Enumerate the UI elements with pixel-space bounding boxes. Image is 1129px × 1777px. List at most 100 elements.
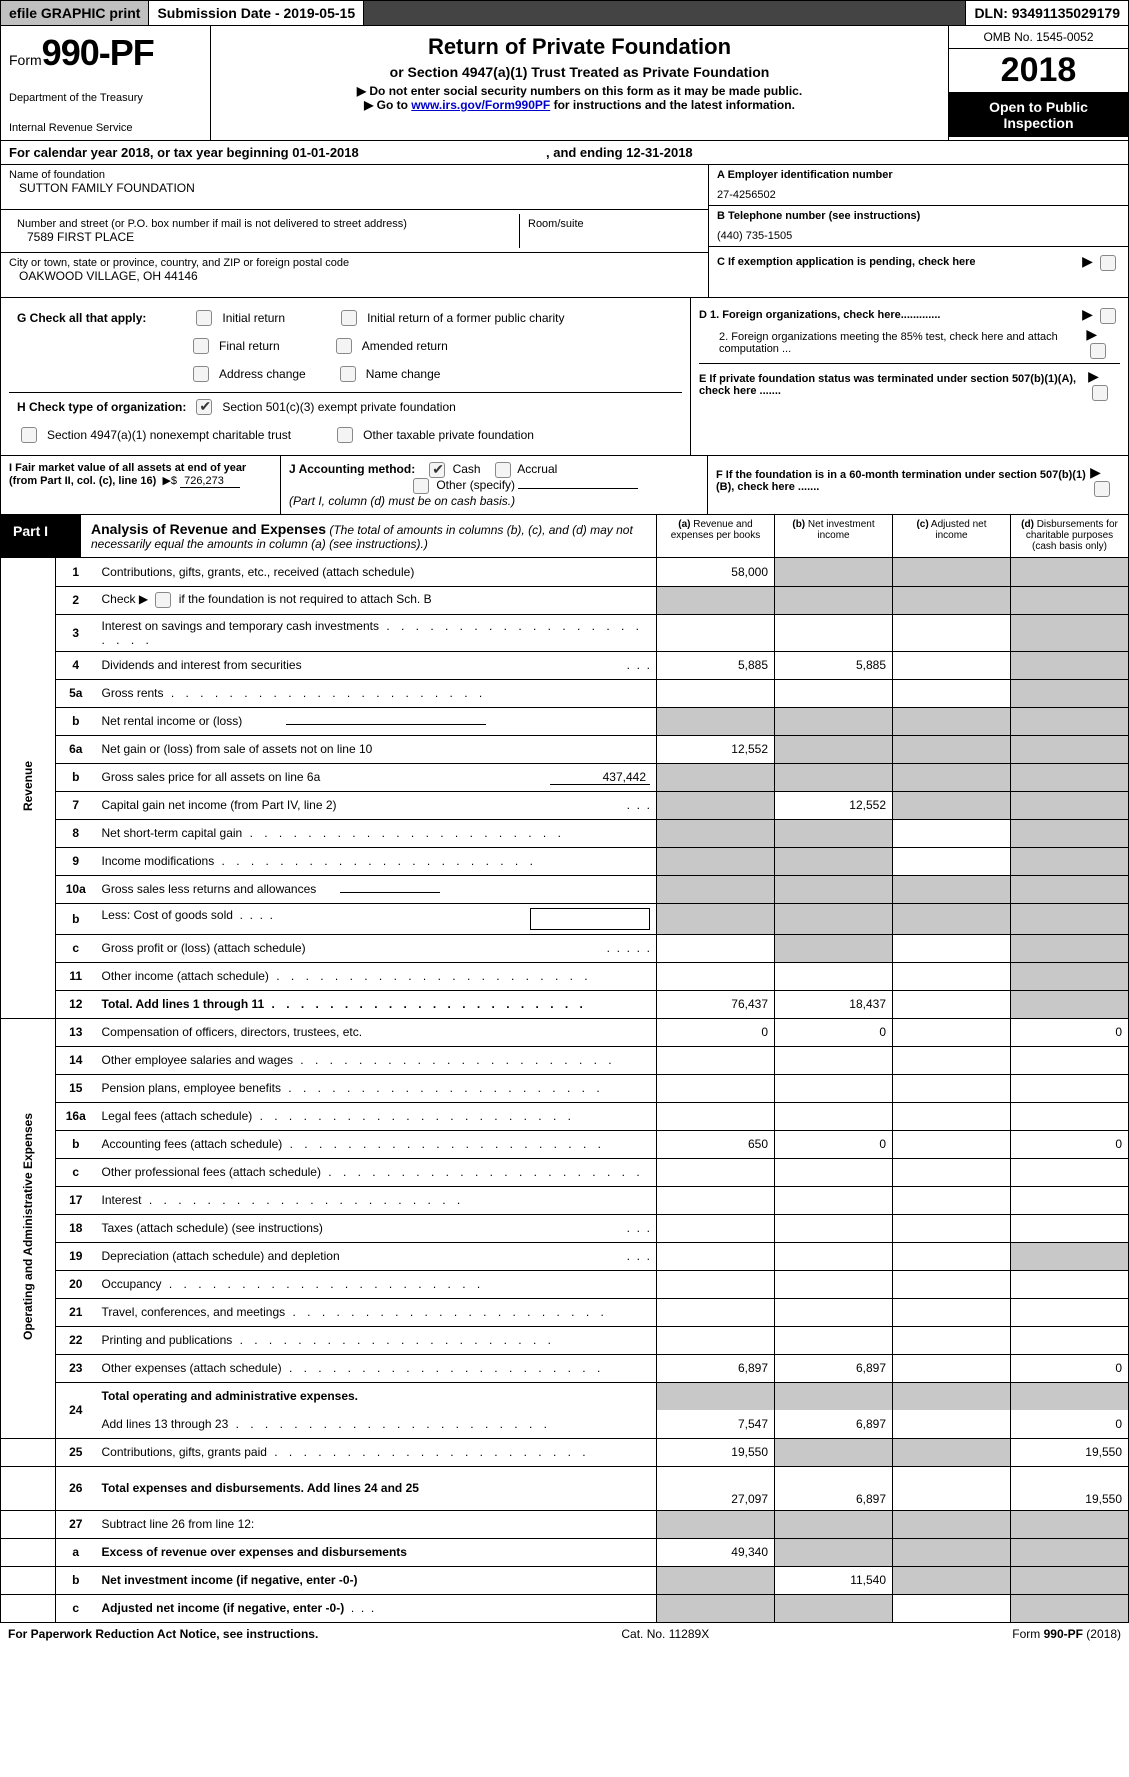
table-row: 14Other employee salaries and wages bbox=[1, 1046, 1129, 1074]
checkbox-initial-return[interactable] bbox=[196, 310, 212, 326]
checkbox-cash[interactable] bbox=[429, 462, 445, 478]
table-row: 5aGross rents bbox=[1, 679, 1129, 707]
form-ref: Form 990-PF (2018) bbox=[1012, 1627, 1121, 1641]
table-row: cGross profit or (loss) (attach schedule… bbox=[1, 934, 1129, 962]
irs-link[interactable]: www.irs.gov/Form990PF bbox=[411, 98, 550, 112]
table-row: 23Other expenses (attach schedule)6,8976… bbox=[1, 1354, 1129, 1382]
revenue-sidelabel: Revenue bbox=[1, 558, 56, 1018]
checkbox-initial-former[interactable] bbox=[341, 310, 357, 326]
phone-cell: B Telephone number (see instructions) (4… bbox=[709, 206, 1128, 247]
checkbox-c[interactable] bbox=[1100, 255, 1116, 271]
tax-year: 2018 bbox=[949, 49, 1128, 93]
j-accounting: J Accounting method: Cash Accrual Other … bbox=[281, 456, 708, 514]
i-fmv: I Fair market value of all assets at end… bbox=[1, 456, 281, 514]
table-row: 4Dividends and interest from securities.… bbox=[1, 651, 1129, 679]
table-row: 8Net short-term capital gain bbox=[1, 819, 1129, 847]
table-row: Add lines 13 through 237,5476,8970 bbox=[1, 1410, 1129, 1438]
checkbox-address-change[interactable] bbox=[193, 366, 209, 382]
part1-label: Part I bbox=[1, 515, 81, 557]
section-ijf: I Fair market value of all assets at end… bbox=[0, 456, 1129, 515]
checkbox-4947a1[interactable] bbox=[21, 427, 37, 443]
page-footer: For Paperwork Reduction Act Notice, see … bbox=[0, 1623, 1129, 1645]
table-row: 10aGross sales less returns and allowanc… bbox=[1, 875, 1129, 903]
checkbox-d2[interactable] bbox=[1090, 343, 1106, 359]
table-row: 17Interest bbox=[1, 1186, 1129, 1214]
ein-value: 27-4256502 bbox=[717, 189, 1120, 201]
fmv-value: 726,273 bbox=[180, 475, 240, 488]
part1-table: Revenue 1 Contributions, gifts, grants, … bbox=[0, 558, 1129, 1623]
table-row: 9Income modifications bbox=[1, 847, 1129, 875]
city-state-zip: OAKWOOD VILLAGE, OH 44146 bbox=[9, 269, 700, 283]
table-row: 7Capital gain net income (from Part IV, … bbox=[1, 791, 1129, 819]
table-row: cAdjusted net income (if negative, enter… bbox=[1, 1594, 1129, 1622]
g-row: G Check all that apply: Initial return I… bbox=[9, 304, 682, 332]
open-inspection: Open to Public Inspection bbox=[949, 93, 1128, 137]
table-row: 22Printing and publications bbox=[1, 1326, 1129, 1354]
cat-no: Cat. No. 11289X bbox=[621, 1627, 709, 1641]
calendar-year-line: For calendar year 2018, or tax year begi… bbox=[0, 141, 1129, 165]
h-row2: Section 4947(a)(1) nonexempt charitable … bbox=[9, 421, 682, 449]
dept-treasury: Department of the Treasury bbox=[9, 92, 202, 104]
table-row: bNet rental income or (loss) bbox=[1, 707, 1129, 735]
table-row: 19Depreciation (attach schedule) and dep… bbox=[1, 1242, 1129, 1270]
table-row: 27Subtract line 26 from line 12: bbox=[1, 1510, 1129, 1538]
phone-value: (440) 735-1505 bbox=[717, 230, 1120, 242]
table-row: 6aNet gain or (loss) from sale of assets… bbox=[1, 735, 1129, 763]
city-cell: City or town, state or province, country… bbox=[1, 253, 708, 297]
checkbox-other-method[interactable] bbox=[413, 478, 429, 494]
col-d-hdr: (d) Disbursements for charitable purpose… bbox=[1010, 515, 1128, 557]
checkbox-schb[interactable] bbox=[155, 592, 171, 608]
foundation-name: SUTTON FAMILY FOUNDATION bbox=[9, 181, 700, 195]
form-header: Form990-PF Department of the Treasury In… bbox=[0, 26, 1129, 141]
table-row: aExcess of revenue over expenses and dis… bbox=[1, 1538, 1129, 1566]
table-row: 12Total. Add lines 1 through 1176,43718,… bbox=[1, 990, 1129, 1018]
checkbox-final-return[interactable] bbox=[193, 338, 209, 354]
e-row: E If private foundation status was termi… bbox=[699, 363, 1120, 401]
address-cell: Number and street (or P.O. box number if… bbox=[1, 210, 708, 253]
paperwork-notice: For Paperwork Reduction Act Notice, see … bbox=[8, 1627, 318, 1641]
checkbox-d1[interactable] bbox=[1100, 308, 1116, 324]
ssn-warning: ▶ Do not enter social security numbers o… bbox=[219, 84, 940, 98]
checkbox-amended[interactable] bbox=[336, 338, 352, 354]
g-row3: Address change Name change bbox=[9, 360, 682, 388]
form-subtitle: or Section 4947(a)(1) Trust Treated as P… bbox=[219, 64, 940, 80]
d1-row: D 1. Foreign organizations, check here..… bbox=[699, 306, 1120, 324]
form-title: Return of Private Foundation bbox=[219, 34, 940, 60]
checkbox-e[interactable] bbox=[1092, 385, 1108, 401]
table-row: Operating and Administrative Expenses 13… bbox=[1, 1018, 1129, 1046]
form-number: Form990-PF bbox=[9, 32, 202, 74]
col-c-hdr: (c) Adjusted net income bbox=[892, 515, 1010, 557]
table-row: 2 Check ▶ if the foundation is not requi… bbox=[1, 586, 1129, 614]
street-address: 7589 FIRST PLACE bbox=[17, 230, 511, 244]
table-row: 26Total expenses and disbursements. Add … bbox=[1, 1466, 1129, 1510]
header-mid: Return of Private Foundation or Section … bbox=[211, 26, 948, 140]
section-gh: G Check all that apply: Initial return I… bbox=[0, 298, 1129, 456]
ein-cell: A Employer identification number 27-4256… bbox=[709, 165, 1128, 206]
topbar-spacer bbox=[364, 1, 966, 25]
omb-number: OMB No. 1545-0052 bbox=[949, 26, 1128, 49]
checkbox-other-taxable[interactable] bbox=[337, 427, 353, 443]
table-row: 21Travel, conferences, and meetings bbox=[1, 1298, 1129, 1326]
top-bar: efile GRAPHIC print Submission Date - 20… bbox=[0, 0, 1129, 26]
header-right: OMB No. 1545-0052 2018 Open to Public In… bbox=[948, 26, 1128, 140]
d2-row: 2. Foreign organizations meeting the 85%… bbox=[699, 326, 1120, 359]
table-row: 20Occupancy bbox=[1, 1270, 1129, 1298]
table-row: bGross sales price for all assets on lin… bbox=[1, 763, 1129, 791]
header-left: Form990-PF Department of the Treasury In… bbox=[1, 26, 211, 140]
table-row: 3Interest on savings and temporary cash … bbox=[1, 614, 1129, 651]
irs-label: Internal Revenue Service bbox=[9, 122, 202, 134]
checkbox-f[interactable] bbox=[1094, 481, 1110, 497]
table-row: 24Total operating and administrative exp… bbox=[1, 1382, 1129, 1410]
identity-block: Name of foundation SUTTON FAMILY FOUNDAT… bbox=[0, 165, 1129, 298]
table-row: 11Other income (attach schedule) bbox=[1, 962, 1129, 990]
table-row: Revenue 1 Contributions, gifts, grants, … bbox=[1, 558, 1129, 586]
checkbox-name-change[interactable] bbox=[340, 366, 356, 382]
f-termination: F If the foundation is in a 60-month ter… bbox=[708, 456, 1128, 514]
table-row: bAccounting fees (attach schedule)65000 bbox=[1, 1130, 1129, 1158]
col-a-hdr: (a) Revenue and expenses per books bbox=[656, 515, 774, 557]
part1-header: Part I Analysis of Revenue and Expenses … bbox=[0, 515, 1129, 558]
table-row: 18Taxes (attach schedule) (see instructi… bbox=[1, 1214, 1129, 1242]
exemption-pending-cell: C If exemption application is pending, c… bbox=[709, 247, 1128, 277]
checkbox-501c3[interactable] bbox=[196, 399, 212, 415]
checkbox-accrual[interactable] bbox=[495, 462, 511, 478]
